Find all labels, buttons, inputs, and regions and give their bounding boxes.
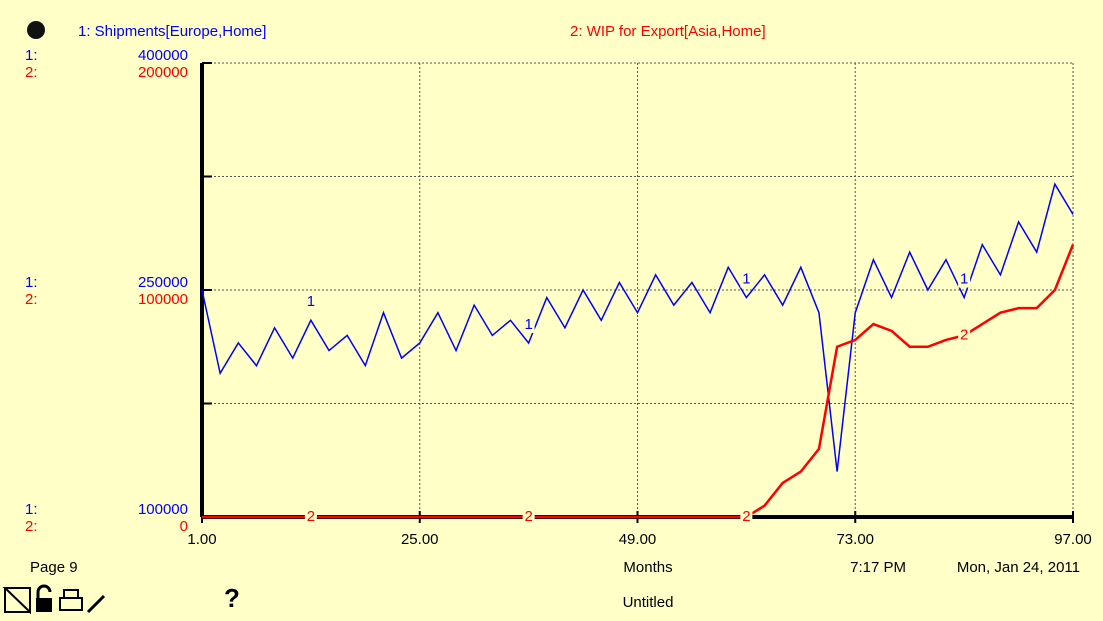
series-marker-bg bbox=[304, 294, 317, 311]
y2-tick-label: 100000 bbox=[138, 291, 188, 308]
series-marker-bg bbox=[958, 327, 971, 344]
print-icon[interactable] bbox=[59, 589, 83, 611]
series-marker: 1 bbox=[307, 293, 315, 310]
series-marker: 2 bbox=[307, 508, 315, 525]
x-tick-label: 97.00 bbox=[1054, 531, 1092, 548]
document-title: Untitled bbox=[623, 594, 674, 611]
y-tick-prefix: 1: bbox=[25, 501, 38, 518]
series-marker: 2 bbox=[742, 508, 750, 525]
x-tick-label: 1.00 bbox=[187, 531, 216, 548]
x-tick-label: 49.00 bbox=[619, 531, 657, 548]
series-marker: 2 bbox=[524, 508, 532, 525]
y-tick-prefix: 1: bbox=[25, 47, 38, 64]
series-marker: 2 bbox=[960, 326, 968, 343]
series-line bbox=[201, 182, 1074, 472]
wand-icon[interactable] bbox=[86, 594, 106, 614]
x-tick-label: 73.00 bbox=[836, 531, 874, 548]
series-marker: 1 bbox=[742, 271, 750, 288]
date-label: Mon, Jan 24, 2011 bbox=[957, 559, 1080, 576]
series-marker-bg bbox=[304, 509, 317, 525]
x-tick-label: 25.00 bbox=[401, 531, 439, 548]
chart-icon[interactable] bbox=[27, 21, 45, 39]
series-marker-bg bbox=[522, 316, 535, 333]
series-marker: 1 bbox=[960, 271, 968, 288]
series-marker-bg bbox=[740, 271, 753, 288]
series-marker: 1 bbox=[524, 316, 532, 333]
y-tick-label: 400000 bbox=[138, 47, 188, 64]
series-line bbox=[202, 244, 1075, 519]
series-marker-bg bbox=[958, 271, 971, 288]
time-label: 7:17 PM bbox=[850, 559, 906, 576]
y2-tick-prefix: 2: bbox=[25, 64, 38, 81]
series-marker-bg bbox=[522, 509, 535, 525]
y-tick-prefix: 1: bbox=[25, 274, 38, 291]
series-marker-bg bbox=[740, 509, 753, 525]
y-tick-label: 250000 bbox=[138, 274, 188, 291]
y-tick-label: 100000 bbox=[138, 501, 188, 518]
legend-entry: 2: WIP for Export[Asia,Home] bbox=[570, 23, 766, 40]
legend-entry: 1: Shipments[Europe,Home] bbox=[78, 23, 266, 40]
y2-tick-label: 0 bbox=[180, 518, 188, 535]
y2-tick-label: 200000 bbox=[138, 64, 188, 81]
x-axis-label: Months bbox=[623, 559, 672, 576]
lock-icon[interactable] bbox=[36, 584, 52, 612]
help-button[interactable]: ? bbox=[224, 583, 240, 613]
page-label: Page 9 bbox=[30, 559, 78, 576]
y2-tick-prefix: 2: bbox=[25, 518, 38, 535]
pointer-icon[interactable] bbox=[2, 587, 31, 615]
y2-tick-prefix: 2: bbox=[25, 291, 38, 308]
